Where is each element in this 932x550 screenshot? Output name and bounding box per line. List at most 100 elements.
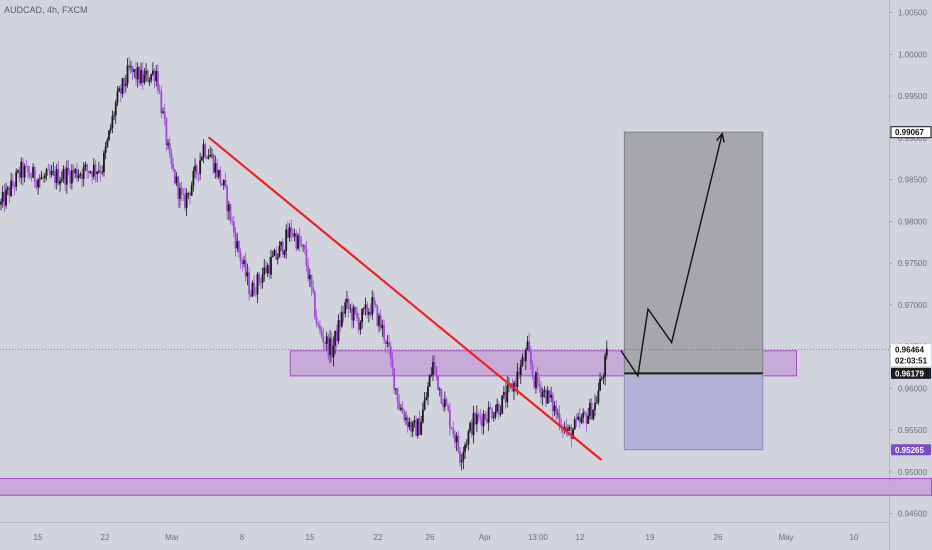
candle-body [281,241,284,255]
candle-body [76,168,78,179]
candle-body [214,163,217,173]
candle-body [32,167,34,178]
candle-body [244,260,247,277]
candle-body [410,421,412,432]
candle-body [238,241,240,253]
candle-body [597,390,600,403]
trendline[interactable] [208,136,602,461]
candle-body [292,233,294,237]
x-tick-label: 8 [240,533,245,542]
x-tick-label: 15 [306,533,315,542]
y-tick-label: 0.98500 [898,176,927,185]
candle-body [374,303,377,306]
candle-body [388,342,391,347]
candle-body [258,273,261,282]
candle-body [396,388,399,403]
candle-body [575,419,578,421]
candle-body [271,256,274,258]
candle-body [376,305,379,326]
candle-body [23,166,26,178]
candle-body [535,372,537,388]
candle-body [199,160,202,174]
stop-price-badge-label: 0.95265 [895,446,924,455]
candle-body [383,325,385,340]
projection-arrowhead [715,132,725,143]
candle-body [92,164,95,177]
candle-body [126,65,129,84]
candle-body [514,382,517,388]
x-tick-label: Mar [165,533,179,542]
candle-body [401,407,404,414]
current-price-badge [891,344,931,367]
candle-body [502,391,505,396]
y-tick-label: 1.00000 [898,50,927,59]
candle-body [297,235,299,249]
candle-body [604,355,607,377]
candle-body [602,376,605,379]
candle-body [583,412,586,415]
candle-body [145,70,148,75]
candle-body [241,261,244,264]
candle-body [481,418,483,427]
candle-body [427,386,429,398]
y-tick-label: 0.96000 [898,384,927,393]
candle-body [474,413,477,425]
candle-body [305,248,308,266]
candle-body [70,170,73,184]
candle-body [364,304,367,309]
candle-body [243,260,245,264]
candle-body [81,174,83,179]
candle-body [452,429,455,435]
candle-body [52,171,55,173]
y-tick-label: 1.00500 [898,9,927,18]
candle-body [362,308,365,310]
candle-body [524,349,527,362]
candle-body [457,435,460,451]
candle-body [229,204,232,222]
candle-body [111,116,114,129]
candle-body [578,416,581,423]
candle-body [543,389,546,392]
projection-path[interactable] [620,133,723,378]
candle-body [538,383,541,387]
candle-body [467,431,470,445]
candle-body [470,422,473,436]
candle-body [454,434,456,443]
candle-body [16,170,19,173]
candle-body [494,411,497,417]
x-tick-label: Apr [479,533,492,542]
stop-box [623,372,764,451]
y-tick-label: 0.99500 [898,92,927,101]
candle-body [261,274,264,283]
candle-body [420,422,423,435]
candle-body [283,250,286,255]
candle-body [86,164,88,171]
candle-body [165,118,168,146]
candle-body [54,171,56,183]
candle-body [143,74,146,83]
candle-body [84,164,87,167]
candle-body [140,70,142,84]
candle-body [155,71,158,82]
candle-body [356,312,358,318]
candle-body [67,167,70,173]
candle-body [475,414,478,425]
candle-body [472,413,475,436]
candle-body [259,281,262,283]
x-tick-label: 19 [646,533,655,542]
candle-body [445,399,448,406]
candle-body [551,394,554,412]
candle-body [477,414,480,416]
candle-body [342,312,345,314]
candle-body [121,78,124,94]
candle-body [74,168,77,174]
y-tick-label: 0.98000 [898,217,927,226]
x-tick-label: 10 [850,533,859,542]
candle-body [185,192,188,208]
candle-body [50,171,53,176]
candle-body [479,415,482,419]
candle-body [253,282,256,295]
candle-body [204,144,207,157]
candle-body [138,67,141,84]
